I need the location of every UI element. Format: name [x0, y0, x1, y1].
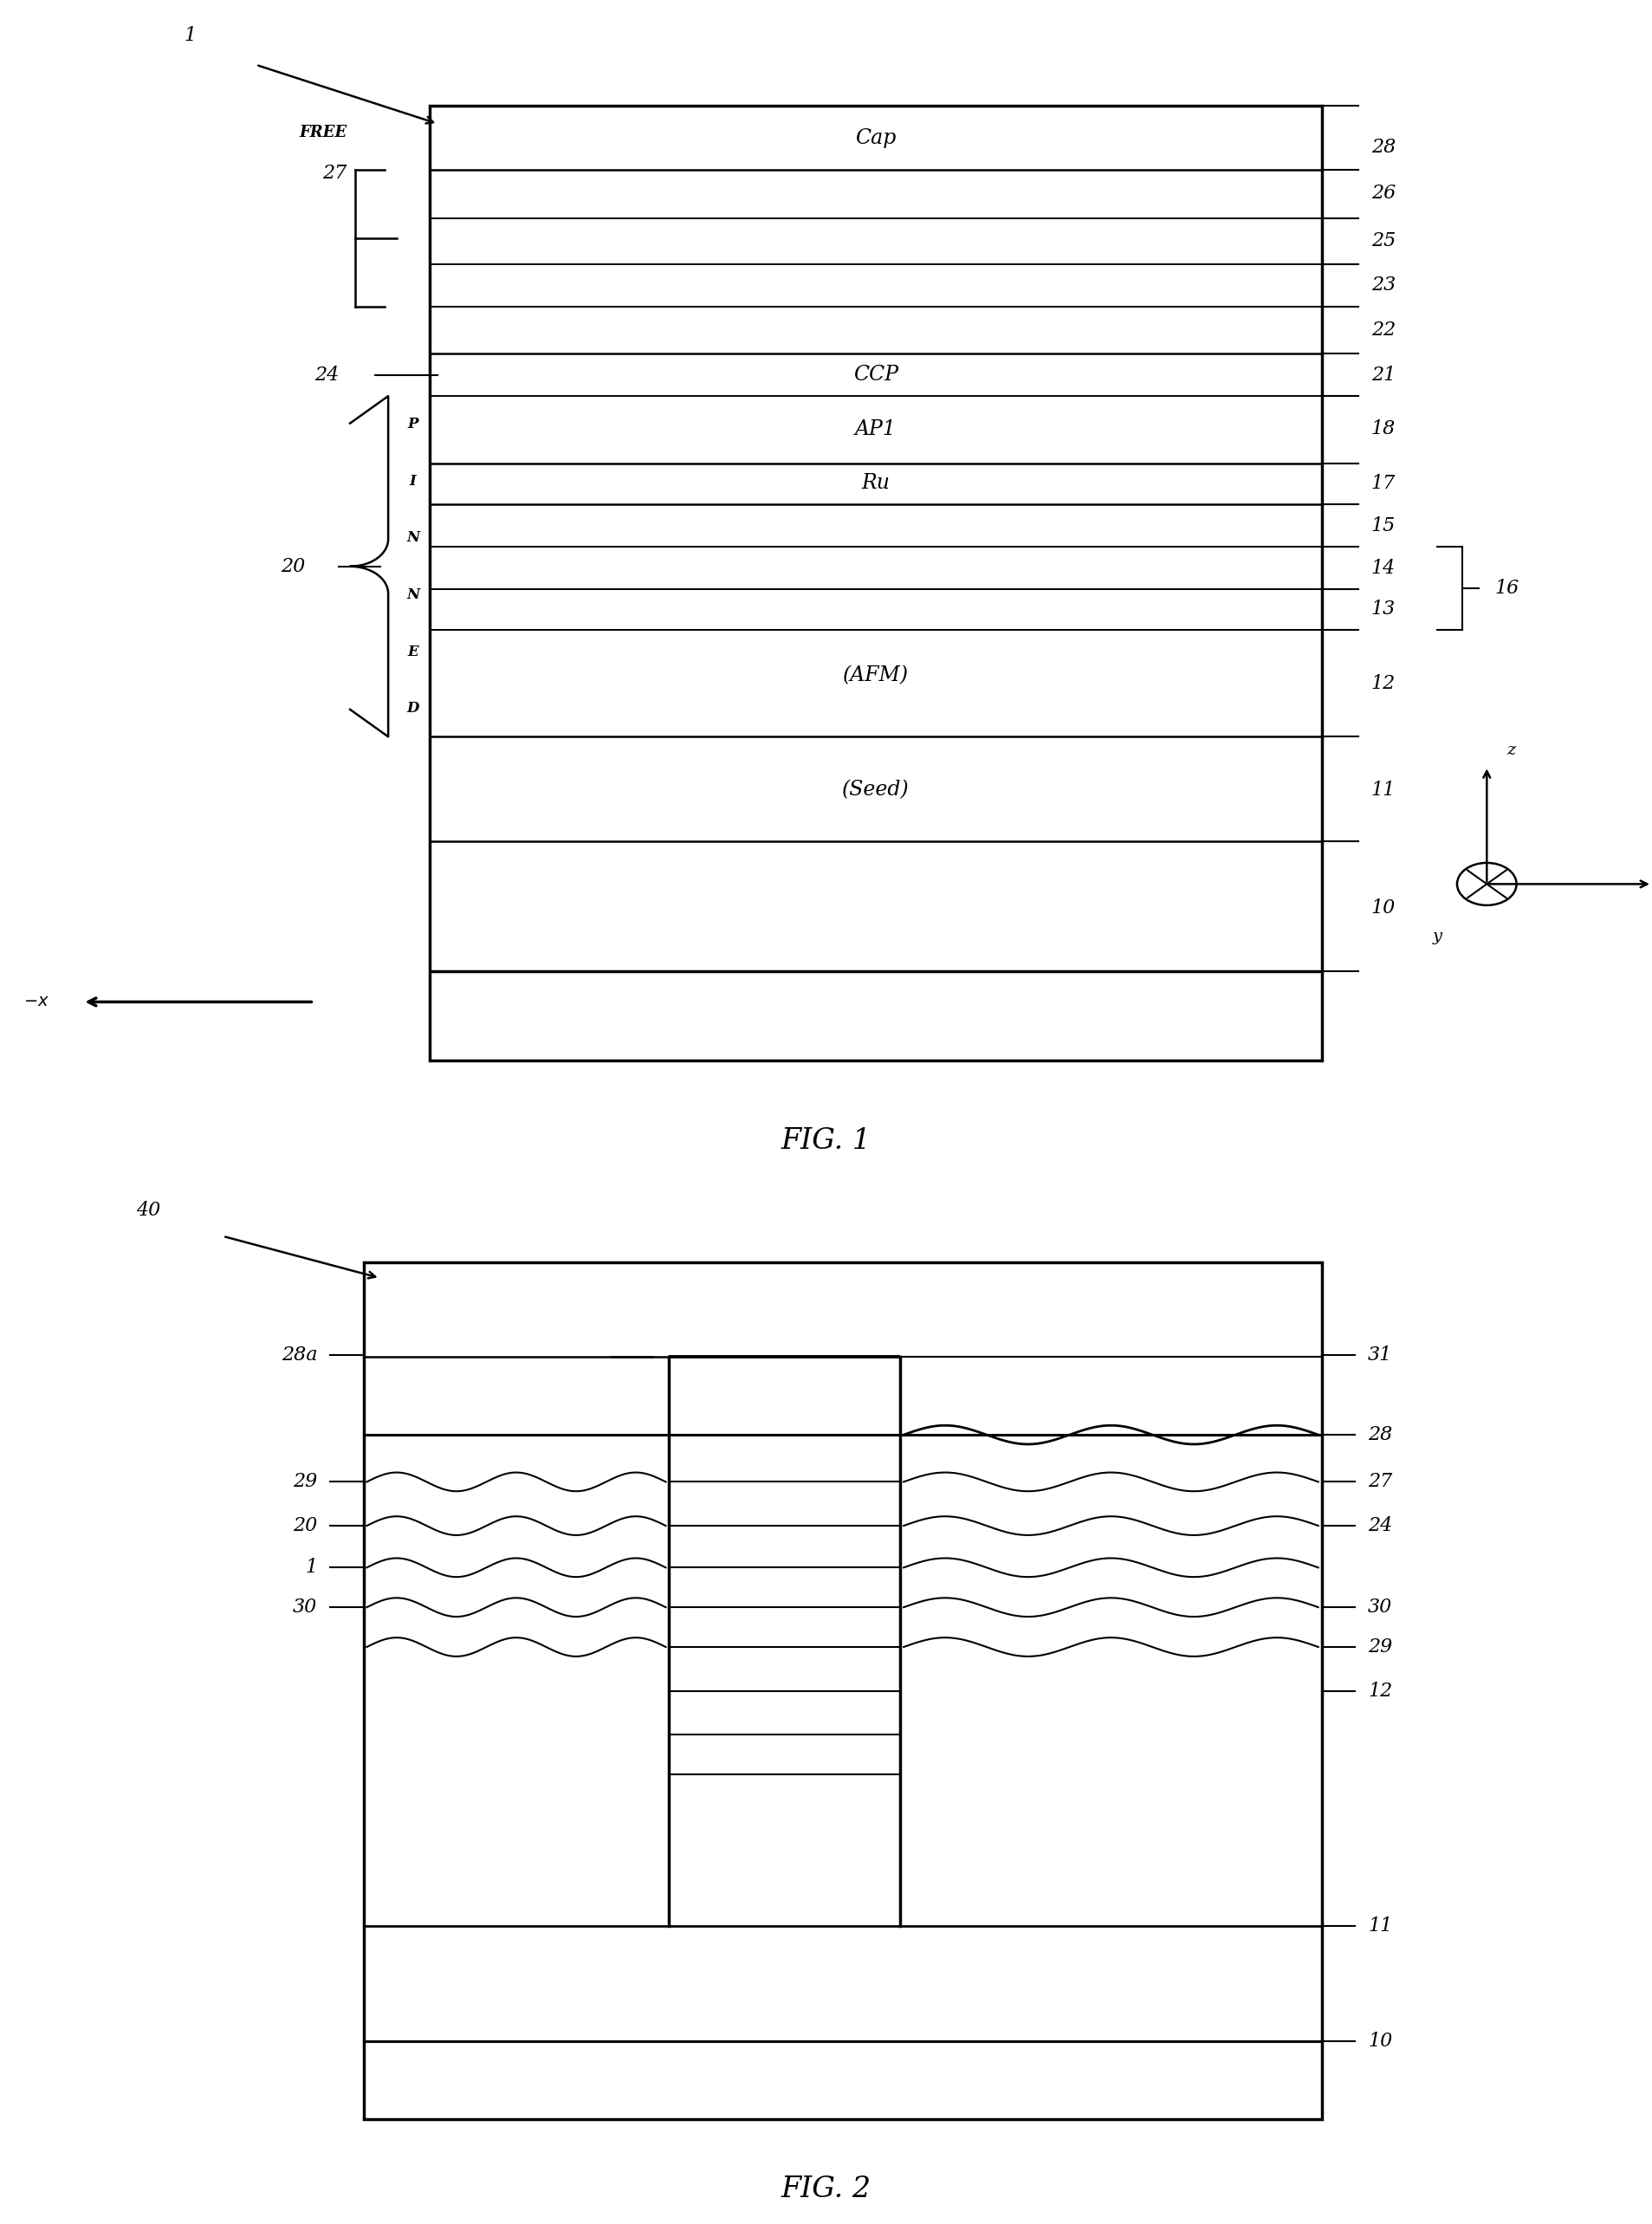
Bar — [430, 107, 1322, 1061]
Text: 24: 24 — [314, 365, 339, 385]
Text: $-x$: $-x$ — [23, 994, 50, 1010]
Text: D: D — [406, 701, 420, 716]
Text: 1: 1 — [183, 27, 197, 44]
Text: FIG. 2: FIG. 2 — [781, 2175, 871, 2204]
Text: N: N — [406, 532, 420, 545]
Text: 27: 27 — [322, 165, 347, 182]
Text: 25: 25 — [1371, 231, 1396, 249]
Text: 20: 20 — [292, 1517, 317, 1535]
Text: 28: 28 — [1368, 1426, 1393, 1443]
Text: (AFM): (AFM) — [843, 665, 909, 685]
Text: 40: 40 — [137, 1201, 160, 1219]
Text: 17: 17 — [1371, 474, 1396, 494]
Text: 21: 21 — [1371, 365, 1396, 385]
Text: 13: 13 — [1371, 600, 1396, 618]
Text: 16: 16 — [1495, 578, 1520, 598]
Text: 31: 31 — [1368, 1346, 1393, 1366]
Text: 28: 28 — [1371, 138, 1396, 158]
Text: 15: 15 — [1371, 516, 1396, 536]
Text: 22: 22 — [1371, 320, 1396, 340]
Text: E: E — [408, 645, 418, 658]
Text: 1: 1 — [306, 1559, 317, 1577]
Text: Ru: Ru — [861, 474, 890, 494]
Text: 30: 30 — [292, 1597, 317, 1617]
Text: N: N — [406, 587, 420, 603]
Text: 29: 29 — [292, 1472, 317, 1492]
Text: AP1: AP1 — [854, 418, 897, 438]
Text: P: P — [408, 418, 418, 431]
Text: CCP: CCP — [852, 365, 899, 385]
Text: (Seed): (Seed) — [843, 781, 909, 801]
Text: 29: 29 — [1368, 1637, 1393, 1657]
Text: 26: 26 — [1371, 185, 1396, 202]
Text: 12: 12 — [1371, 674, 1396, 694]
Text: 20: 20 — [281, 556, 306, 576]
Text: 18: 18 — [1371, 420, 1396, 438]
Text: z: z — [1507, 743, 1515, 758]
Text: Cap: Cap — [856, 129, 895, 147]
Text: 24: 24 — [1368, 1517, 1393, 1535]
Text: 10: 10 — [1368, 2031, 1393, 2051]
Bar — [363, 1263, 1322, 2119]
Text: 28a: 28a — [281, 1346, 317, 1366]
Text: 14: 14 — [1371, 558, 1396, 578]
Text: 12: 12 — [1368, 1681, 1393, 1701]
Text: FREE: FREE — [299, 125, 347, 140]
Text: 11: 11 — [1371, 781, 1396, 798]
Text: 11: 11 — [1368, 1917, 1393, 1935]
Text: y: y — [1432, 927, 1442, 943]
Text: 27: 27 — [1368, 1472, 1393, 1492]
Text: 30: 30 — [1368, 1597, 1393, 1617]
Text: FIG. 1: FIG. 1 — [781, 1128, 871, 1154]
Text: 10: 10 — [1371, 898, 1396, 916]
Text: I: I — [410, 474, 416, 489]
Text: 23: 23 — [1371, 276, 1396, 296]
